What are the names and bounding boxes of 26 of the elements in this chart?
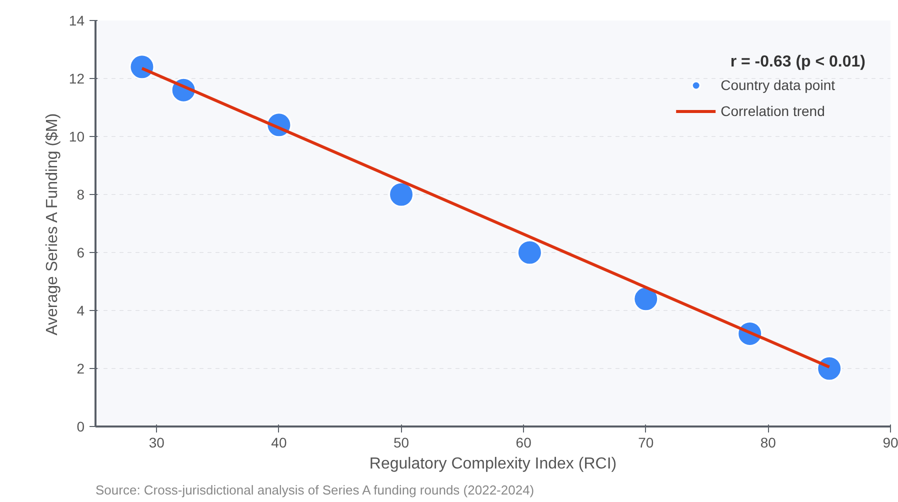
- legend-label: Correlation trend: [720, 103, 825, 119]
- y-tick-label: 14: [68, 12, 85, 28]
- point: [816, 356, 842, 382]
- y-axis-title: Average Series A Funding ($M): [44, 113, 61, 336]
- x-tick-label: 40: [271, 434, 287, 450]
- x-axis-title: Regulatory Complexity Index (RCI): [369, 456, 617, 472]
- x-tick-label: 50: [393, 434, 410, 450]
- y-tick-label: 4: [76, 302, 85, 318]
- y-tick-label: 8: [76, 186, 85, 202]
- x-tick-label: 70: [638, 434, 654, 450]
- point: [129, 54, 155, 80]
- point: [388, 182, 414, 208]
- y-tick-label: 6: [76, 244, 85, 260]
- annotation: r = -0.63 (p < 0.01): [730, 54, 866, 70]
- point: [516, 240, 542, 266]
- x-tick-label: 30: [148, 434, 165, 450]
- y-tick-label: 2: [76, 360, 85, 376]
- source-note: Source: Cross-jurisdictional analysis of Series A funding rounds (2022-2024): [96, 482, 534, 498]
- x-tick-label: 90: [882, 434, 898, 450]
- y-tick-label: 10: [68, 128, 85, 144]
- y-tick-label: 12: [68, 70, 85, 86]
- legend-label: Country data point: [720, 77, 835, 93]
- y-tick-label: 0: [76, 418, 85, 434]
- point: [633, 286, 659, 312]
- x-tick-label: 60: [516, 434, 532, 450]
- x-tick-label: 80: [760, 434, 776, 450]
